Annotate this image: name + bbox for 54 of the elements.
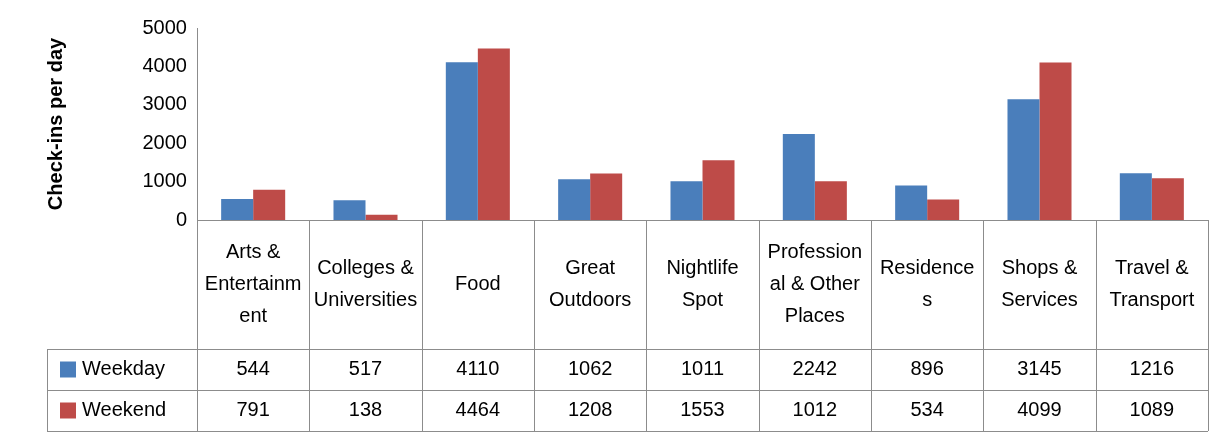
x-tick-label: Food [455, 272, 501, 295]
bar [1007, 99, 1040, 220]
legend-label: Weekday [82, 357, 166, 380]
data-label: 1216 [1129, 357, 1175, 380]
x-tick-label: Professional & Other Places [767, 240, 863, 327]
bar [895, 185, 928, 220]
data-label: 2242 [792, 357, 838, 380]
data-label: 791 [236, 398, 270, 421]
bar [221, 199, 254, 220]
y-axis-title: Check-ins per day [43, 36, 66, 211]
bar [927, 199, 960, 220]
data-label: 1062 [567, 357, 613, 380]
data-label: 138 [348, 398, 383, 421]
legend-label: Weekend [82, 398, 167, 421]
bar [814, 181, 847, 220]
data-label: 1012 [792, 398, 838, 421]
bar [590, 173, 623, 220]
data-label: 1208 [567, 398, 613, 421]
y-tick-label: 2000 [142, 130, 187, 153]
x-tick-label: Colleges & Universities [313, 256, 418, 311]
y-tick-label: 0 [175, 207, 187, 230]
bar [1151, 178, 1184, 220]
y-tick-label: 1000 [142, 169, 187, 192]
bar [477, 48, 510, 220]
data-label: 534 [910, 398, 944, 421]
bar [702, 160, 735, 220]
bar [670, 181, 703, 220]
bar [333, 200, 366, 220]
data-label: 3145 [1017, 357, 1062, 380]
bar [365, 214, 398, 220]
data-label: 1553 [680, 398, 725, 421]
x-tick-label: Residences [879, 256, 975, 311]
x-tick-label: Nightlife Spot [666, 256, 739, 311]
data-label: 517 [348, 357, 383, 380]
x-tick-label: Arts & Entertainment [204, 240, 302, 327]
bar [1039, 62, 1072, 220]
data-label: 1011 [680, 357, 725, 380]
x-tick-label: Shops & Services [1001, 256, 1078, 311]
data-label: 4464 [455, 398, 501, 421]
bar [782, 133, 815, 220]
bar [1119, 173, 1152, 220]
data-label: 544 [236, 357, 270, 380]
data-label: 896 [910, 357, 944, 380]
bar [253, 189, 286, 220]
y-tick-label: 4000 [142, 53, 187, 76]
data-label: 4099 [1017, 398, 1062, 421]
data-label: 1089 [1129, 398, 1175, 421]
y-tick-label: 3000 [142, 92, 187, 115]
bar [445, 62, 478, 220]
bar [558, 179, 591, 220]
data-label: 4110 [456, 357, 500, 380]
x-tick-label: Great Outdoors [549, 256, 632, 311]
y-tick-label: 5000 [142, 15, 187, 38]
x-tick-label: Travel & Transport [1109, 256, 1195, 311]
